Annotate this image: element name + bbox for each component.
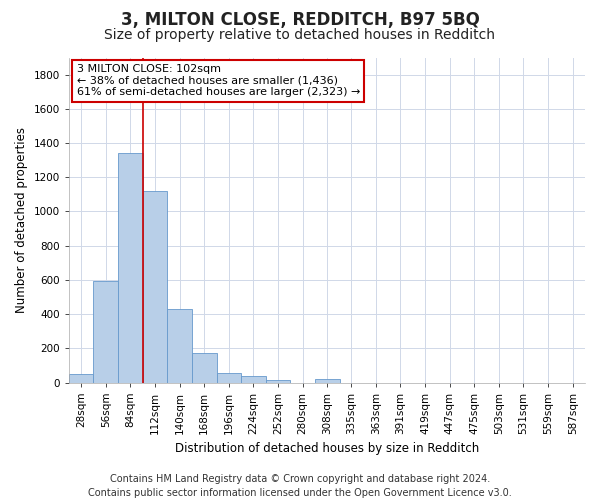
Bar (167, 309, 192, 382)
Bar (118, 154, 143, 382)
Text: 3, MILTON CLOSE, REDDITCH, B97 5BQ: 3, MILTON CLOSE, REDDITCH, B97 5BQ (121, 11, 479, 29)
Y-axis label: Number of detached properties: Number of detached properties (15, 127, 28, 313)
Bar (143, 191, 167, 382)
Text: 3 MILTON CLOSE: 102sqm
← 38% of detached houses are smaller (1,436)
61% of semi-: 3 MILTON CLOSE: 102sqm ← 38% of detached… (77, 64, 360, 97)
Bar (266, 380, 290, 382)
Bar (69, 374, 94, 382)
X-axis label: Distribution of detached houses by size in Redditch: Distribution of detached houses by size … (175, 442, 479, 455)
Text: Size of property relative to detached houses in Redditch: Size of property relative to detached ho… (104, 28, 496, 42)
Text: Contains HM Land Registry data © Crown copyright and database right 2024.
Contai: Contains HM Land Registry data © Crown c… (88, 474, 512, 498)
Bar (94, 280, 118, 382)
Bar (192, 354, 217, 382)
Bar (315, 379, 340, 382)
Bar (217, 372, 241, 382)
Bar (241, 376, 266, 382)
